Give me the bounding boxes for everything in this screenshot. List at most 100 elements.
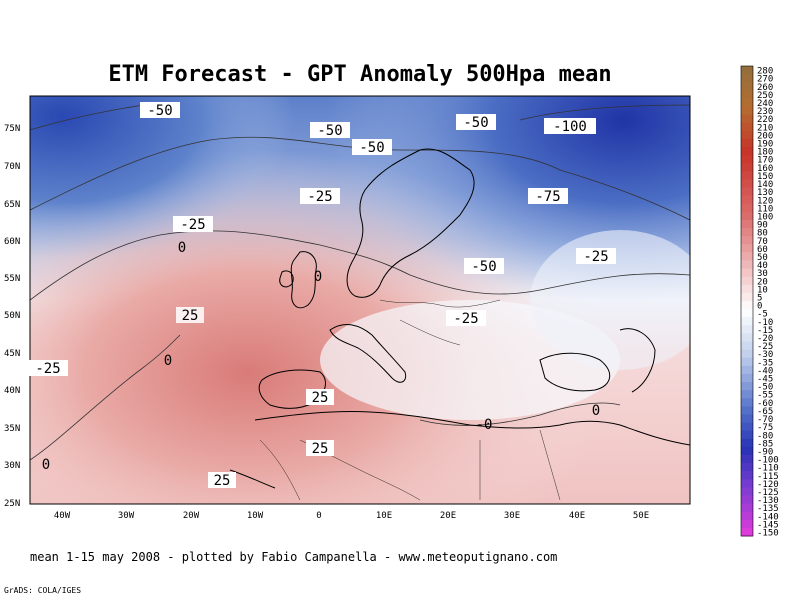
colorbar-label: -130 <box>757 496 779 506</box>
credit-line: mean 1-15 may 2008 - plotted by Fabio Ca… <box>30 550 558 564</box>
colorbar-swatch <box>741 390 753 399</box>
contour-label: 25 <box>182 308 199 324</box>
lat-tick: 45N <box>4 349 20 359</box>
colorbar-label: 240 <box>757 99 773 109</box>
lat-tick: 70N <box>4 162 20 172</box>
colorbar-label: 90 <box>757 221 768 231</box>
colorbar-label: 150 <box>757 172 773 182</box>
colorbar-swatch <box>741 406 753 415</box>
lon-tick: 40W <box>54 511 71 521</box>
colorbar-swatch <box>741 463 753 472</box>
colorbar-frame <box>740 65 754 537</box>
colorbar-swatch <box>741 365 753 375</box>
colorbar-swatch <box>741 260 753 270</box>
colorbar-swatch <box>741 268 753 278</box>
colorbar-swatch <box>741 446 753 456</box>
lon-tick: 30W <box>118 511 135 521</box>
lat-tick: 40N <box>4 386 20 396</box>
colorbar-swatch <box>741 130 753 140</box>
contour-label: 0 <box>592 403 600 419</box>
colorbar-label: 140 <box>757 180 773 190</box>
colorbar-label: -120 <box>757 480 779 490</box>
colorbar-label: -65 <box>757 407 773 417</box>
colorbar-swatch <box>741 163 753 172</box>
colorbar-label: -30 <box>757 350 773 360</box>
colorbar-swatch <box>741 122 753 132</box>
colorbar-swatch <box>741 357 753 367</box>
colorbar-label: 200 <box>757 131 773 141</box>
colorbar-swatch <box>741 438 753 448</box>
contour-label: -50 <box>463 115 488 131</box>
colorbar-swatch <box>741 138 753 148</box>
lat-tick: 60N <box>4 237 20 247</box>
colorbar-swatch <box>741 503 753 513</box>
colorbar-swatch <box>741 333 753 343</box>
colorbar-label: -135 <box>757 504 779 514</box>
colorbar-swatch <box>741 155 753 164</box>
contour-label: -0 <box>476 417 493 433</box>
contour-label: -50 <box>359 140 384 156</box>
colorbar-label: 230 <box>757 107 773 117</box>
colorbar-swatch <box>741 511 753 521</box>
colorbar-label: -10 <box>757 318 773 328</box>
contour-label: 25 <box>214 473 231 489</box>
colorbar-label: 0 <box>757 302 762 312</box>
lat-tick: 30N <box>4 461 20 471</box>
contour-label: 0 <box>42 457 50 473</box>
contour-label: 0 <box>178 240 186 256</box>
lon-tick: 20E <box>440 511 456 521</box>
lat-axis: 75N 70N 65N 60N 55N 50N 45N 40N 35N 30N … <box>4 124 20 509</box>
colorbar-swatch <box>741 195 753 205</box>
lat-tick: 25N <box>4 499 20 509</box>
colorbar-swatch <box>741 527 753 537</box>
colorbar-swatch <box>741 454 753 464</box>
lon-tick: 10E <box>376 511 392 521</box>
colorbar-swatch <box>741 487 753 496</box>
colorbar-swatch <box>741 301 753 310</box>
colorbar-swatch <box>741 382 753 391</box>
lon-tick: 40E <box>569 511 585 521</box>
contour-label: -50 <box>317 123 342 139</box>
colorbar-label: 180 <box>757 148 773 158</box>
colorbar-label: -55 <box>757 391 773 401</box>
colorbar-label: -140 <box>757 512 779 522</box>
colorbar-label: 80 <box>757 229 768 239</box>
lat-tick: 35N <box>4 424 20 434</box>
colorbar-swatch <box>741 430 753 440</box>
colorbar-label: 130 <box>757 188 773 198</box>
lat-tick: 55N <box>4 274 20 284</box>
colorbar-label: 250 <box>757 91 773 101</box>
contour-label: -25 <box>307 189 332 205</box>
colorbar-swatch <box>741 98 753 108</box>
colorbar-swatch <box>741 471 753 480</box>
colorbar-label: -25 <box>757 342 773 352</box>
colorbar-swatch <box>741 228 753 237</box>
colorbar-swatch <box>741 106 753 116</box>
colorbar-label: 5 <box>757 294 762 304</box>
contour-label: 25 <box>312 390 329 406</box>
colorbar-label: -60 <box>757 399 773 409</box>
lon-tick: 10W <box>247 511 264 521</box>
colorbar-label: 210 <box>757 123 773 133</box>
colorbar-swatch <box>741 179 753 189</box>
lon-tick: 50E <box>633 511 649 521</box>
colorbar-swatch <box>741 147 753 156</box>
colorbar-label: -35 <box>757 358 773 368</box>
colorbar-label: 100 <box>757 212 773 222</box>
colorbar-swatch <box>741 74 753 83</box>
colorbar-label: -5 <box>757 310 768 320</box>
colorbar-label: 170 <box>757 156 773 166</box>
lon-tick: 20W <box>183 511 200 521</box>
colorbar-swatch <box>741 341 753 351</box>
contour-label: 0 <box>164 353 172 369</box>
colorbar-swatch <box>741 171 753 180</box>
lon-tick: 30E <box>504 511 520 521</box>
colorbar-swatch <box>741 236 753 245</box>
colorbar-swatch <box>741 325 753 334</box>
lat-tick: 50N <box>4 311 20 321</box>
colorbar-label: -85 <box>757 439 773 449</box>
colorbar-label: 120 <box>757 196 773 206</box>
colorbar-swatch <box>741 187 753 197</box>
colorbar-label: -15 <box>757 326 773 336</box>
grads-credit: GrADS: COLA/IGES <box>4 586 82 595</box>
